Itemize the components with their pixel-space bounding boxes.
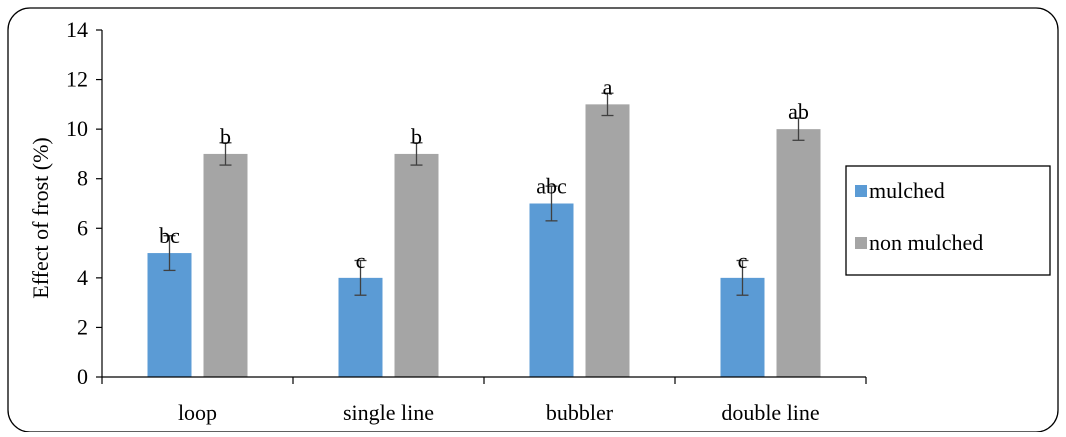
data-label: bc	[159, 223, 180, 248]
bar-non-mulched	[776, 129, 821, 377]
data-label: c	[356, 248, 366, 273]
data-label: c	[738, 248, 748, 273]
y-tick-label: 14	[66, 17, 88, 42]
y-axis: 0 2 4 6 8 10 12 14	[66, 17, 103, 389]
data-label: a	[603, 74, 613, 99]
y-tick-label: 6	[77, 215, 88, 240]
y-tick-label: 0	[77, 364, 88, 389]
y-tick-label: 12	[66, 67, 88, 92]
y-tick-label: 10	[66, 116, 88, 141]
y-tick-label: 2	[77, 314, 88, 339]
x-tick-label: loop	[178, 400, 217, 425]
data-label: ab	[788, 99, 809, 124]
bar-mulched	[147, 253, 192, 377]
bar-non-mulched	[585, 104, 630, 377]
data-label: b	[220, 124, 231, 149]
y-axis-label: Effect of frost (%)	[28, 137, 53, 298]
x-tick-label: bubbler	[546, 400, 614, 425]
legend: mulched non mulched	[845, 165, 1051, 276]
y-tick-label: 8	[77, 166, 88, 191]
y-tick-label: 4	[77, 265, 88, 290]
legend-swatch-non-mulched	[855, 237, 867, 249]
legend-label-non-mulched: non mulched	[869, 230, 983, 255]
x-tick-label: double line	[721, 400, 819, 425]
bar-mulched	[529, 203, 574, 377]
legend-swatch-mulched	[855, 185, 867, 197]
bar-non-mulched	[394, 153, 439, 377]
bar-non-mulched	[203, 153, 248, 377]
legend-label-mulched: mulched	[869, 178, 945, 203]
data-label: abc	[536, 174, 567, 199]
bars: bc c abc c b b a ab	[147, 74, 821, 377]
data-label: b	[411, 124, 422, 149]
legend-box	[845, 165, 1051, 276]
x-axis: loop single line bubbler double line	[101, 376, 867, 425]
x-tick-label: single line	[343, 400, 434, 425]
